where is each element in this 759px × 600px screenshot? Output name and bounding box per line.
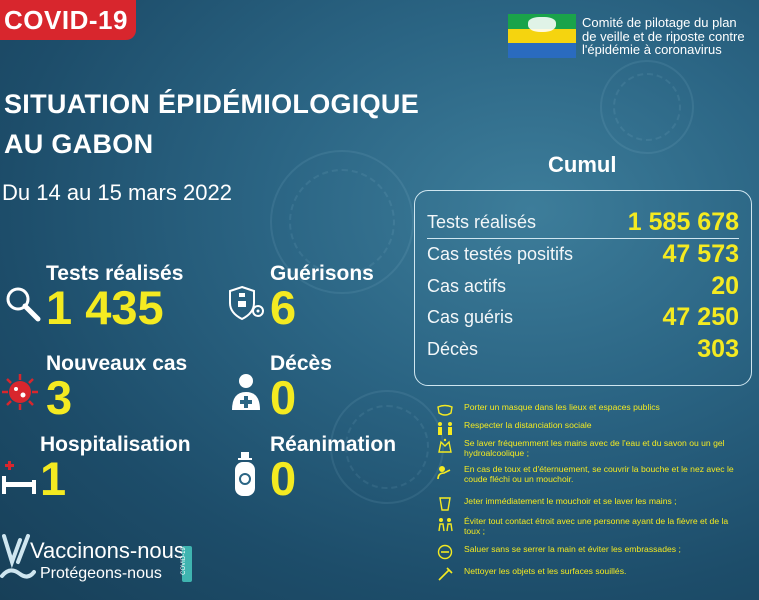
rule-text: Respecter la distanciation sociale xyxy=(464,420,592,430)
stat-reanimation-value: 0 xyxy=(270,452,297,505)
stat-hospitalisation-label: Hospitalisation xyxy=(40,433,191,456)
no-contact-icon xyxy=(438,518,453,532)
cumul-row-label: Cas guéris xyxy=(427,307,514,327)
committee-header: Comité de pilotage du plan de veille et … xyxy=(508,14,759,62)
rule-item: Nettoyer les objets et les surfaces soui… xyxy=(436,566,626,582)
shield-virus-icon xyxy=(229,285,264,321)
gabon-flag-logo xyxy=(508,14,576,58)
rule-item: Porter un masque dans les lieux et espac… xyxy=(436,402,660,418)
no-handshake-icon xyxy=(437,544,453,560)
stat-guerisons-value: 6 xyxy=(270,281,297,334)
hospital-bed-icon xyxy=(2,461,36,494)
stat-tests: Tests réalisés 1 435 xyxy=(46,262,183,331)
committee-line-2: de veille et de riposte contre xyxy=(582,28,745,44)
covid-badge: COVID-19 xyxy=(180,546,192,582)
tissue-icon xyxy=(439,497,451,511)
handwash-icon xyxy=(438,438,452,453)
cumul-row: Décès 303 xyxy=(427,334,739,365)
background-virus-shape xyxy=(270,150,414,294)
magnifier-icon xyxy=(6,287,41,322)
cumul-row: Tests réalisés 1 585 678 xyxy=(427,207,739,239)
title-line-2: AU GABON xyxy=(4,129,154,159)
rule-text: Se laver fréquemment les mains avec de l… xyxy=(464,438,725,458)
rule-item: Saluer sans se serrer la main et éviter … xyxy=(436,544,681,560)
page-title: SITUATION ÉPIDÉMIOLOGIQUE AU GABON xyxy=(4,84,419,164)
cumul-box xyxy=(414,190,752,386)
cumul-row: Cas testés positifs 47 573 xyxy=(427,239,739,270)
rule-item: Jeter immédiatement le mouchoir et se la… xyxy=(436,496,677,512)
stat-deces-value: 0 xyxy=(270,371,297,424)
person-cross-icon xyxy=(232,374,260,410)
stat-guerisons-label: Guérisons xyxy=(270,262,374,285)
hands-logo-icon xyxy=(0,534,36,579)
cumul-row-label: Décès xyxy=(427,339,479,359)
stat-tests-value: 1 435 xyxy=(46,281,164,334)
slogan-line-1: Vaccinons-nous xyxy=(30,538,185,563)
cumul-row: Cas actifs 20 xyxy=(427,271,739,302)
covid-badge-text: COVID-19 xyxy=(180,547,187,575)
rule-text: Éviter tout contact étroit avec une pers… xyxy=(464,516,729,536)
rule-item: Éviter tout contact étroit avec une pers… xyxy=(436,516,734,536)
stat-hospitalisation-value: 1 xyxy=(40,452,67,505)
committee-text: Comité de pilotage du plan de veille et … xyxy=(582,16,745,57)
rule-item: Respecter la distanciation sociale xyxy=(436,420,592,436)
rule-text: Saluer sans se serrer la main et éviter … xyxy=(464,544,681,554)
date-range: Du 14 au 15 mars 2022 xyxy=(2,180,232,205)
stat-reanimation-label: Réanimation xyxy=(270,433,397,456)
cumul-row-value: 47 250 xyxy=(662,303,739,331)
oxygen-tank-icon xyxy=(235,452,255,496)
rule-item: Se laver fréquemment les mains avec de l… xyxy=(436,438,734,458)
covid-tag: COVID-19 xyxy=(0,0,136,40)
rule-text: Porter un masque dans les lieux et espac… xyxy=(464,402,660,412)
cumul-row-value: 303 xyxy=(697,335,739,363)
cumul-row-label: Tests réalisés xyxy=(427,212,537,232)
stat-nouveaux-cas: Nouveaux cas 3 xyxy=(46,352,187,421)
rule-text: Jeter immédiatement le mouchoir et se la… xyxy=(464,496,677,506)
committee-line-1: Comité de pilotage du plan xyxy=(582,15,737,30)
mask-icon xyxy=(437,404,453,416)
stat-guerisons: Guérisons 6 xyxy=(270,262,374,331)
rule-text: En cas de toux et d'éternuement, se couv… xyxy=(464,464,734,484)
cumul-title: Cumul xyxy=(548,152,617,177)
cumul-row-label: Cas testés positifs xyxy=(427,244,574,264)
cleaning-icon xyxy=(438,567,453,581)
stat-deces-label: Décès xyxy=(270,352,332,375)
stat-nouveaux-value: 3 xyxy=(46,371,73,424)
slogan-line-2: Protégeons-nous xyxy=(40,565,162,582)
stat-nouveaux-label: Nouveaux cas xyxy=(46,352,188,375)
cumul-row-value: 20 xyxy=(711,272,739,300)
stat-hospitalisation: Hospitalisation 1 xyxy=(40,433,191,502)
committee-line-3: l'épidémie à coronavirus xyxy=(582,42,722,57)
distance-icon xyxy=(438,422,452,435)
vaccination-slogan: Vaccinons-nous Protégeons-nous COVID-19 xyxy=(0,530,200,590)
stat-deces: Décès 0 xyxy=(270,352,332,421)
background-virus-shape xyxy=(600,60,694,154)
virus-icon xyxy=(2,374,38,410)
stat-tests-label: Tests réalisés xyxy=(46,262,184,285)
title-line-1: SITUATION ÉPIDÉMIOLOGIQUE xyxy=(4,89,420,119)
rule-text: Nettoyer les objets et les surfaces soui… xyxy=(464,566,627,576)
rule-item: En cas de toux et d'éternuement, se couv… xyxy=(436,464,739,484)
stat-reanimation: Réanimation 0 xyxy=(270,433,396,502)
cumul-row-value: 1 585 678 xyxy=(627,208,739,236)
cough-icon xyxy=(437,466,451,480)
background-virus-shape xyxy=(330,390,444,504)
cumul-row-value: 47 573 xyxy=(662,240,739,268)
seal-icon xyxy=(528,17,556,32)
cumul-row-label: Cas actifs xyxy=(427,276,507,296)
cumul-row: Cas guéris 47 250 xyxy=(427,302,739,333)
